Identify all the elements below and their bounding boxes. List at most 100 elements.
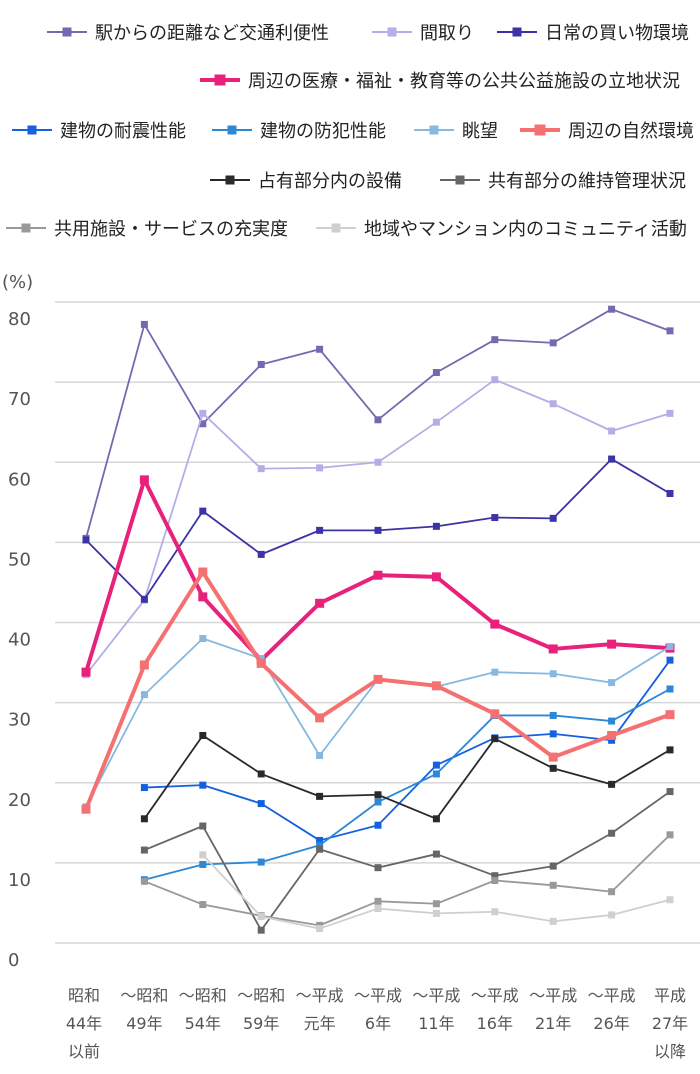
x-tick-label: ～昭和 59年 (237, 986, 285, 1033)
data-point (139, 475, 149, 485)
x-tick-label-line: 27年 (652, 1014, 688, 1033)
data-point (608, 679, 616, 687)
data-point (315, 713, 325, 723)
data-point (608, 911, 616, 919)
x-tick-label-line: ～平成 (412, 986, 460, 1005)
series-line (199, 851, 674, 933)
y-axis-ticks: 0 10 20 30 40 50 60 70 80 (8, 309, 31, 971)
data-point (256, 658, 266, 668)
data-point (257, 770, 265, 778)
legend-swatch-marker (512, 27, 522, 37)
data-point (608, 888, 616, 896)
legend-item: 日常の買い物環境 (497, 23, 689, 44)
series-path (144, 688, 671, 881)
data-point (549, 881, 557, 889)
legend-item: 占有部分内の設備 (210, 171, 402, 192)
data-point (608, 736, 616, 744)
data-point (374, 897, 382, 905)
data-point (607, 730, 617, 740)
data-point (199, 420, 207, 428)
x-tick-label-line: ～平成 (588, 986, 636, 1005)
x-tick-label-line: ～平成 (354, 986, 402, 1005)
y-tick-label: 30 (8, 710, 31, 731)
legend-swatch-marker (27, 125, 37, 135)
y-axis-label: (%) (2, 272, 33, 293)
data-point (491, 514, 499, 522)
data-point (316, 464, 324, 472)
data-point (140, 877, 148, 885)
legend-label: 駅からの距離など交通利便性 (95, 23, 329, 44)
data-point (374, 416, 382, 424)
data-point (81, 667, 91, 677)
data-point (432, 850, 440, 858)
legend-swatch-marker (214, 74, 226, 86)
data-point (82, 536, 90, 544)
series-path (144, 834, 671, 927)
data-point (199, 901, 207, 909)
data-point (198, 567, 208, 577)
x-tick-label-line: 以降 (654, 1042, 686, 1061)
data-point (199, 860, 207, 868)
data-point (431, 681, 441, 691)
legend-label: 周辺の自然環境 (568, 121, 694, 142)
data-point (549, 670, 557, 678)
data-point (432, 418, 440, 426)
data-point (608, 455, 616, 463)
data-point (491, 735, 499, 743)
x-tick-label-line: ～平成 (529, 986, 577, 1005)
legend-item: 建物の防犯性能 (212, 121, 386, 142)
data-point (374, 791, 382, 799)
y-tick-label: 20 (8, 790, 31, 811)
x-tick-label-line: ～平成 (471, 986, 519, 1005)
x-tick-label-line: 元年 (304, 1014, 336, 1033)
data-point (199, 731, 207, 739)
legend-swatch-marker (455, 175, 465, 185)
data-point (549, 917, 557, 925)
legend-item: 共有部分の維持管理状況 (440, 171, 686, 192)
data-point (432, 761, 440, 769)
x-tick-label: ～昭和 49年 (120, 986, 168, 1033)
series-path (143, 734, 671, 820)
data-point (549, 862, 557, 870)
data-point (549, 514, 557, 522)
x-tick-label: ～平成 6年 (354, 986, 402, 1033)
data-point (666, 409, 674, 417)
data-point (665, 710, 675, 720)
data-point (608, 305, 616, 313)
data-point (491, 668, 499, 676)
legend-swatch-marker (534, 124, 546, 136)
data-point (257, 655, 265, 663)
y-tick-label: 0 (8, 950, 19, 971)
series-line (140, 685, 674, 884)
data-point (666, 831, 674, 839)
data-point (316, 526, 324, 534)
data-point (490, 709, 500, 719)
x-tick-label-line: 昭和 (68, 986, 100, 1005)
data-point (549, 400, 557, 408)
x-tick-label: 昭和 44年以前 (66, 986, 102, 1061)
data-point (666, 685, 674, 693)
x-tick-label-line: 6年 (365, 1014, 391, 1033)
series-line (140, 788, 674, 934)
data-point (257, 360, 265, 368)
data-point (432, 909, 440, 917)
data-point (548, 644, 558, 654)
data-point (315, 598, 325, 608)
x-tick-label-line: ～昭和 (237, 986, 285, 1005)
y-tick-label: 50 (8, 549, 31, 570)
legend-swatch-marker (387, 27, 397, 37)
legend-label: 日常の買い物環境 (545, 23, 689, 44)
data-point (316, 345, 324, 353)
legend-swatch-marker (62, 27, 72, 37)
series-path (144, 790, 671, 932)
x-tick-label: ～平成元年 (296, 986, 344, 1033)
legend-label: 建物の防犯性能 (260, 121, 386, 142)
series-line (82, 635, 674, 811)
data-point (316, 752, 324, 760)
data-point (199, 851, 207, 859)
legend-item: 共用施設・サービスの充実度 (6, 219, 288, 240)
data-point (432, 770, 440, 778)
x-tick-label-line: 54年 (185, 1014, 221, 1033)
data-point (140, 815, 148, 823)
data-point (140, 784, 148, 792)
